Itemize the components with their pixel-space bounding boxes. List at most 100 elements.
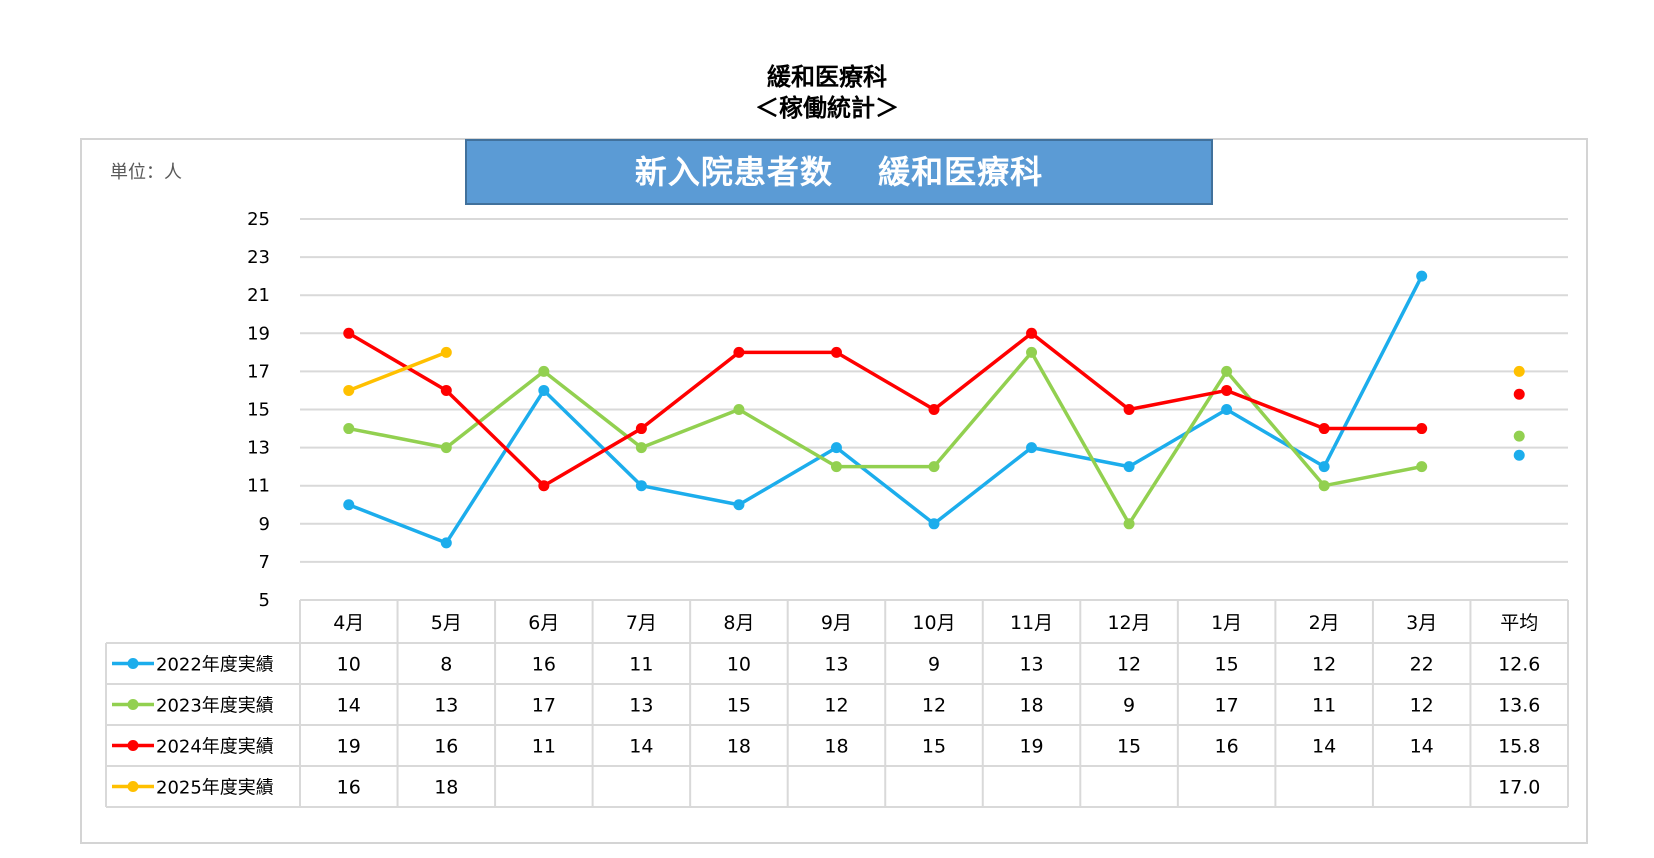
legend-marker xyxy=(127,699,139,710)
average-value: 12.6 xyxy=(1498,654,1540,676)
data-label: 13 xyxy=(1019,654,1043,676)
data-label: 16 xyxy=(532,654,556,676)
data-point xyxy=(1123,404,1135,415)
x-tick-label: 4月 xyxy=(333,612,364,634)
data-label: 19 xyxy=(337,736,361,758)
data-point xyxy=(1416,270,1428,282)
page-title: 緩和医療科 xyxy=(767,63,887,91)
data-label: 14 xyxy=(1312,736,1336,758)
average-value: 13.6 xyxy=(1498,695,1540,717)
data-point xyxy=(343,384,355,396)
series-lines xyxy=(347,275,1424,545)
data-label: 15 xyxy=(1117,736,1141,758)
legend-label: 2023年度実績 xyxy=(156,696,274,717)
legend-marker xyxy=(127,658,139,669)
data-point xyxy=(1318,480,1330,492)
series-line xyxy=(348,350,1423,526)
data-point xyxy=(928,461,940,473)
data-label: 13 xyxy=(629,695,653,717)
data-point xyxy=(1123,518,1135,530)
y-tick-label: 21 xyxy=(247,285,270,306)
x-tick-label: 7月 xyxy=(626,612,657,634)
data-point xyxy=(1123,461,1135,473)
legend-label: 2024年度実績 xyxy=(156,737,274,758)
data-point xyxy=(830,442,842,454)
data-point xyxy=(1026,346,1038,358)
data-point xyxy=(1416,423,1428,435)
data-point xyxy=(635,442,647,454)
gridlines xyxy=(300,218,1568,563)
series-line xyxy=(348,350,447,393)
data-point xyxy=(733,499,745,511)
data-label: 17 xyxy=(532,695,556,717)
legend-marker xyxy=(127,781,139,792)
data-label: 9 xyxy=(928,654,940,676)
data-label: 10 xyxy=(727,654,751,676)
average-header: 平均 xyxy=(1500,612,1538,634)
data-label: 10 xyxy=(337,654,361,676)
x-tick-label: 2月 xyxy=(1309,612,1340,634)
data-label: 11 xyxy=(629,654,653,676)
data-point xyxy=(1221,404,1233,415)
data-point xyxy=(538,365,550,377)
data-point xyxy=(343,423,355,435)
data-point xyxy=(830,346,842,358)
legend-label: 2022年度実績 xyxy=(156,655,274,676)
y-tick-label: 13 xyxy=(247,438,270,459)
data-point xyxy=(538,384,550,396)
data-point xyxy=(343,499,355,511)
data-label: 12 xyxy=(824,695,848,717)
data-point xyxy=(1026,327,1038,339)
x-tick-label: 12月 xyxy=(1107,612,1150,634)
data-point xyxy=(830,461,842,473)
legend-label: 2025年度実績 xyxy=(156,778,274,799)
y-axis-labels: 5 7 9 11 13 15 17 19 21 23 25 xyxy=(247,209,270,611)
average-point xyxy=(1513,365,1525,377)
data-label: 8 xyxy=(440,654,452,676)
data-label: 11 xyxy=(1312,695,1336,717)
data-label: 13 xyxy=(434,695,458,717)
legend-marker xyxy=(127,740,139,751)
x-tick-label: 6月 xyxy=(528,612,559,634)
data-label: 11 xyxy=(532,736,556,758)
data-point xyxy=(1221,384,1233,396)
x-tick-label: 5月 xyxy=(431,612,462,634)
data-point xyxy=(440,537,452,549)
y-tick-label: 15 xyxy=(247,400,270,421)
unit-label: 単位：人 xyxy=(110,162,182,183)
series-points xyxy=(343,270,1525,549)
x-tick-label: 1月 xyxy=(1211,612,1242,634)
data-point xyxy=(1026,442,1038,454)
data-point xyxy=(928,518,940,530)
data-point xyxy=(1318,461,1330,473)
data-point xyxy=(928,404,940,415)
data-label: 18 xyxy=(1019,695,1043,717)
data-label: 19 xyxy=(1019,736,1043,758)
data-label: 15 xyxy=(922,736,946,758)
data-label: 12 xyxy=(922,695,946,717)
y-tick-label: 7 xyxy=(259,552,270,573)
data-label: 16 xyxy=(434,736,458,758)
data-point xyxy=(343,327,355,339)
page-subtitle: ＜稼働統計＞ xyxy=(755,94,899,122)
data-point xyxy=(440,384,452,396)
average-point xyxy=(1513,430,1525,442)
data-label: 15 xyxy=(727,695,751,717)
data-label: 15 xyxy=(1215,654,1239,676)
data-point xyxy=(1221,365,1233,377)
data-label: 18 xyxy=(824,736,848,758)
data-point xyxy=(440,442,452,454)
x-tick-label: 10月 xyxy=(912,612,955,634)
chart-title: 新入院患者数 緩和医療科 xyxy=(465,139,1213,205)
data-label: 13 xyxy=(824,654,848,676)
y-tick-label: 17 xyxy=(247,361,270,382)
average-value: 17.0 xyxy=(1498,777,1540,799)
data-label: 14 xyxy=(337,695,361,717)
y-tick-label: 25 xyxy=(247,209,270,230)
x-tick-label: 3月 xyxy=(1406,612,1437,634)
y-tick-label: 19 xyxy=(247,323,270,344)
x-tick-label: 11月 xyxy=(1010,612,1053,634)
data-label: 18 xyxy=(434,777,458,799)
data-label: 17 xyxy=(1215,695,1239,717)
